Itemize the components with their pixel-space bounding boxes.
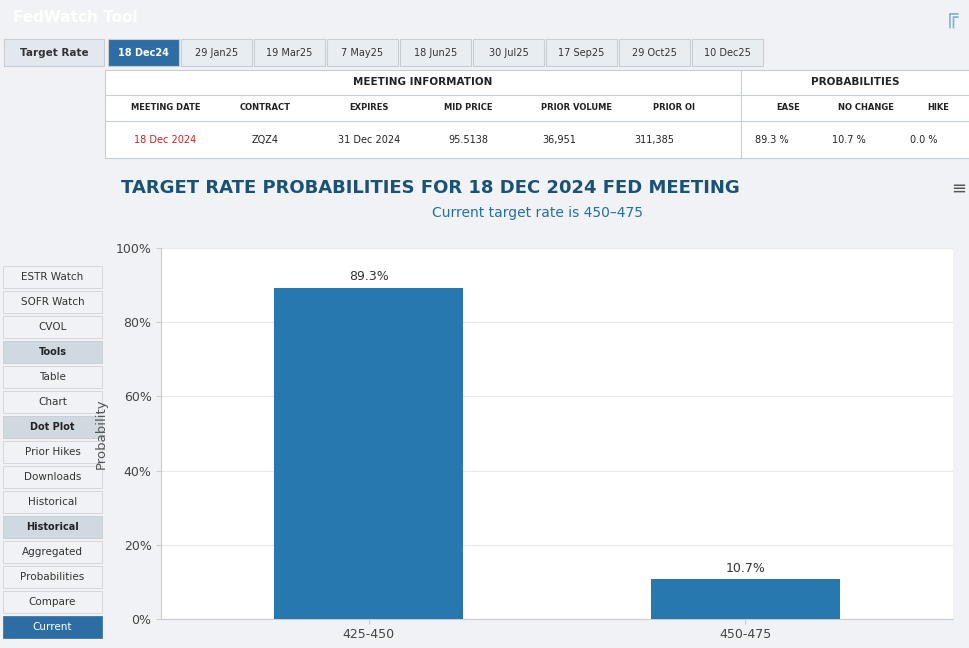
Text: 29 Oct25: 29 Oct25 bbox=[632, 47, 676, 58]
Bar bbox=[108, 39, 179, 66]
Bar bbox=[618, 39, 689, 66]
Bar bbox=[3, 616, 102, 638]
Text: 95.5138: 95.5138 bbox=[448, 135, 487, 145]
Text: 10.7%: 10.7% bbox=[725, 562, 765, 575]
Text: 18 Dec24: 18 Dec24 bbox=[118, 47, 169, 58]
Text: PROBABILITIES: PROBABILITIES bbox=[810, 77, 898, 87]
Text: FedWatch Tool: FedWatch Tool bbox=[13, 10, 137, 25]
Bar bbox=[3, 341, 102, 363]
Bar bbox=[274, 288, 462, 619]
Bar bbox=[3, 266, 102, 288]
Text: SOFR Watch: SOFR Watch bbox=[20, 297, 84, 307]
Text: 30 Jul25: 30 Jul25 bbox=[488, 47, 528, 58]
Text: 17 Sep25: 17 Sep25 bbox=[558, 47, 604, 58]
Text: Chart: Chart bbox=[38, 397, 67, 407]
Bar bbox=[327, 39, 397, 66]
Text: Dot Plot: Dot Plot bbox=[30, 422, 75, 432]
Text: MEETING INFORMATION: MEETING INFORMATION bbox=[353, 77, 492, 87]
Text: 311,385: 311,385 bbox=[634, 135, 673, 145]
Bar bbox=[3, 441, 102, 463]
Bar bbox=[181, 39, 252, 66]
Text: 18 Dec 2024: 18 Dec 2024 bbox=[135, 135, 197, 145]
Text: Historical: Historical bbox=[28, 497, 78, 507]
Text: 10 Dec25: 10 Dec25 bbox=[703, 47, 750, 58]
Text: 10.7 %: 10.7 % bbox=[831, 135, 865, 145]
Bar bbox=[3, 416, 102, 438]
Text: MID PRICE: MID PRICE bbox=[444, 103, 492, 112]
Text: Current target rate is 450–475: Current target rate is 450–475 bbox=[431, 205, 642, 220]
Text: Probabilities: Probabilities bbox=[20, 572, 84, 582]
Text: PRIOR VOLUME: PRIOR VOLUME bbox=[541, 103, 611, 112]
Text: 0.0 %: 0.0 % bbox=[910, 135, 937, 145]
Text: ≡: ≡ bbox=[951, 179, 965, 198]
Bar bbox=[691, 39, 763, 66]
Text: ESTR Watch: ESTR Watch bbox=[21, 272, 83, 282]
Bar bbox=[3, 391, 102, 413]
Bar bbox=[254, 39, 325, 66]
Text: Downloads: Downloads bbox=[24, 472, 81, 482]
Bar bbox=[3, 591, 102, 613]
Text: 7 May25: 7 May25 bbox=[341, 47, 383, 58]
Y-axis label: Probability: Probability bbox=[94, 398, 108, 469]
Text: 31 Dec 2024: 31 Dec 2024 bbox=[337, 135, 399, 145]
Text: Target Rate: Target Rate bbox=[19, 47, 88, 58]
Text: HIKE: HIKE bbox=[926, 103, 948, 112]
Text: Aggregated: Aggregated bbox=[22, 547, 83, 557]
Text: Prior Hikes: Prior Hikes bbox=[24, 447, 80, 457]
Text: EASE: EASE bbox=[775, 103, 799, 112]
Bar bbox=[3, 491, 102, 513]
Bar bbox=[399, 39, 471, 66]
Text: 89.3%: 89.3% bbox=[348, 270, 388, 283]
Text: NO CHANGE: NO CHANGE bbox=[837, 103, 893, 112]
Text: CONTRACT: CONTRACT bbox=[239, 103, 291, 112]
Text: 18 Jun25: 18 Jun25 bbox=[414, 47, 456, 58]
Text: ╔: ╔ bbox=[944, 8, 957, 27]
Bar bbox=[3, 466, 102, 488]
Text: 89.3 %: 89.3 % bbox=[754, 135, 788, 145]
Text: Tools: Tools bbox=[39, 347, 67, 357]
Text: Table: Table bbox=[39, 372, 66, 382]
Bar bbox=[3, 366, 102, 388]
Text: ZQZ4: ZQZ4 bbox=[251, 135, 278, 145]
Bar bbox=[3, 291, 102, 313]
Text: Historical: Historical bbox=[26, 522, 78, 532]
Text: TARGET RATE PROBABILITIES FOR 18 DEC 2024 FED MEETING: TARGET RATE PROBABILITIES FOR 18 DEC 202… bbox=[120, 179, 738, 198]
Bar bbox=[546, 39, 616, 66]
Bar bbox=[3, 316, 102, 338]
Bar bbox=[3, 516, 102, 538]
Text: 36,951: 36,951 bbox=[542, 135, 576, 145]
Bar bbox=[650, 579, 839, 619]
Text: Compare: Compare bbox=[29, 597, 77, 607]
Bar bbox=[473, 39, 544, 66]
Bar bbox=[4, 39, 104, 66]
Text: PRIOR OI: PRIOR OI bbox=[652, 103, 695, 112]
Text: MEETING DATE: MEETING DATE bbox=[131, 103, 200, 112]
Bar bbox=[3, 566, 102, 588]
Text: 29 Jan25: 29 Jan25 bbox=[195, 47, 237, 58]
Bar bbox=[3, 541, 102, 563]
Text: EXPIRES: EXPIRES bbox=[349, 103, 389, 112]
Text: Current: Current bbox=[33, 622, 72, 632]
Text: CVOL: CVOL bbox=[38, 322, 67, 332]
Text: 19 Mar25: 19 Mar25 bbox=[266, 47, 312, 58]
